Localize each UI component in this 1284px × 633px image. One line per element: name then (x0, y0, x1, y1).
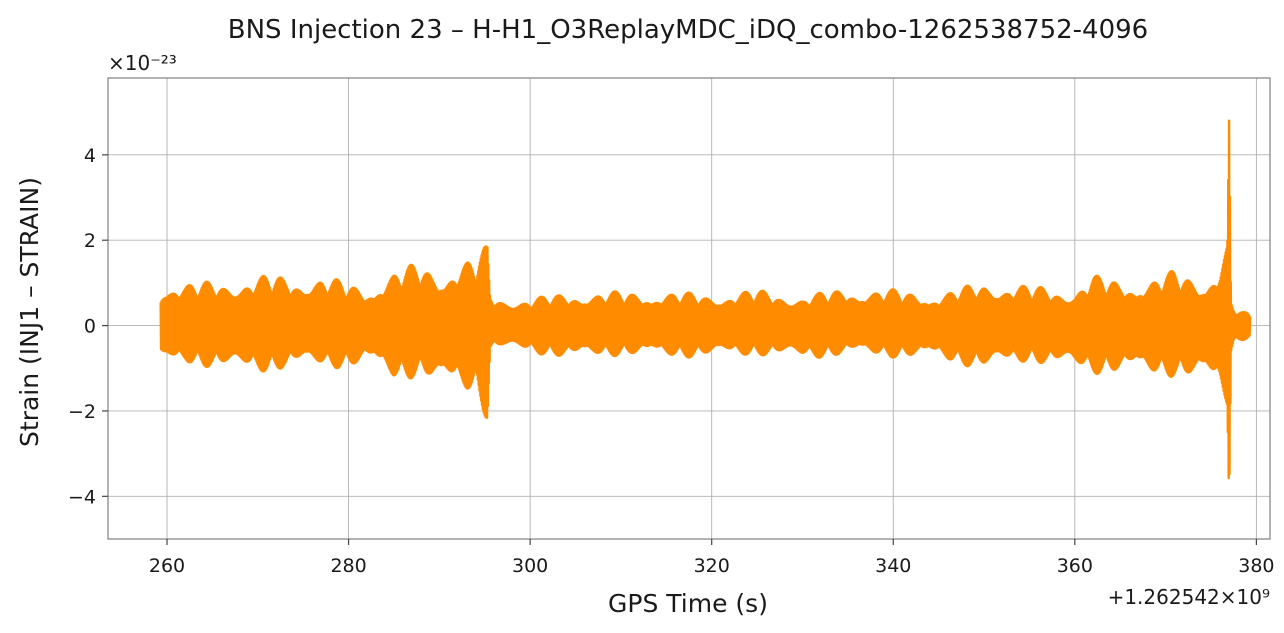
y-tick-label: −4 (68, 486, 96, 508)
x-axis-title: GPS Time (s) (608, 589, 768, 618)
y-tick-label: −2 (68, 401, 96, 423)
x-tick-label: 360 (1057, 555, 1093, 577)
y-tick-label: 0 (84, 316, 96, 338)
chart-title: BNS Injection 23 – H-H1_O3ReplayMDC_iDQ_… (228, 15, 1148, 45)
y-axis-title: Strain (INJ1 – STRAIN) (15, 177, 44, 447)
y-scale-label: ×10⁻²³ (108, 51, 177, 75)
x-tick-label: 280 (330, 555, 366, 577)
x-axis: 260 280 300 320 340 360 380 (149, 539, 1275, 577)
x-tick-label: 340 (875, 555, 911, 577)
x-tick-label: 380 (1238, 555, 1274, 577)
x-tick-label: 260 (149, 555, 185, 577)
plot-frame (107, 77, 1271, 540)
y-tick-label: 4 (84, 145, 96, 167)
plot-area (159, 119, 1252, 480)
y-tick-label: 2 (84, 230, 96, 252)
x-tick-label: 320 (694, 555, 730, 577)
y-axis: −4 −2 0 2 4 (68, 145, 108, 508)
x-offset-label: +1.262542×10⁹ (1108, 585, 1270, 609)
strain-series-line (159, 119, 1252, 480)
x-tick-label: 300 (512, 555, 548, 577)
